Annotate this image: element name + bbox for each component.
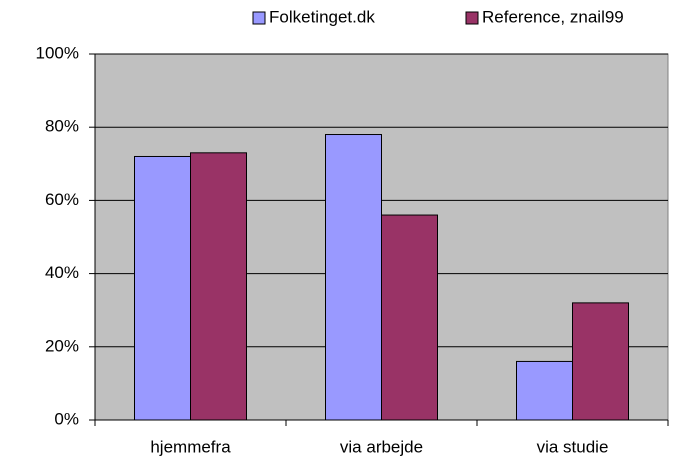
bar: [381, 214, 438, 421]
y-tick-label: 20%: [45, 336, 79, 355]
legend-swatch: [465, 11, 479, 25]
legend-swatch: [252, 11, 266, 25]
y-tick-label: 0%: [54, 409, 79, 428]
x-tick-label: via studie: [537, 437, 609, 456]
y-tick-label: 100%: [36, 43, 79, 62]
legend-label: Reference, znail99: [482, 7, 624, 26]
legend-label: Folketinget.dk: [269, 7, 375, 26]
x-tick-label: hjemmefra: [150, 437, 231, 456]
bar: [134, 155, 191, 421]
bar: [190, 152, 247, 421]
bar: [516, 360, 573, 421]
x-tick-label: via arbejde: [340, 437, 423, 456]
y-tick-label: 80%: [45, 117, 79, 136]
y-tick-label: 60%: [45, 190, 79, 209]
bar: [325, 134, 382, 421]
y-tick-label: 40%: [45, 263, 79, 282]
bar: [572, 302, 629, 421]
